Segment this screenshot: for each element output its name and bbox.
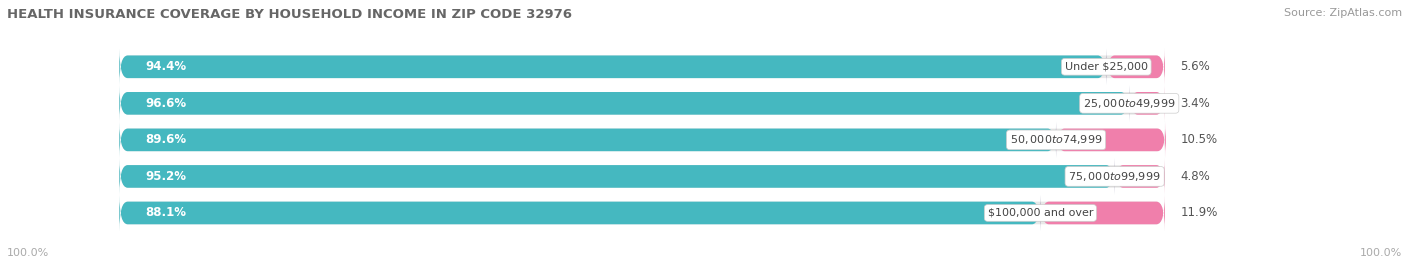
- FancyBboxPatch shape: [120, 49, 1107, 85]
- FancyBboxPatch shape: [1107, 49, 1164, 85]
- Text: $25,000 to $49,999: $25,000 to $49,999: [1083, 97, 1175, 110]
- FancyBboxPatch shape: [1040, 195, 1164, 231]
- FancyBboxPatch shape: [120, 86, 1129, 121]
- FancyBboxPatch shape: [120, 158, 1164, 194]
- FancyBboxPatch shape: [1056, 122, 1166, 158]
- Text: 100.0%: 100.0%: [1360, 248, 1402, 258]
- Text: 5.6%: 5.6%: [1181, 60, 1211, 73]
- Text: 88.1%: 88.1%: [145, 207, 187, 220]
- FancyBboxPatch shape: [1115, 158, 1164, 194]
- Text: Source: ZipAtlas.com: Source: ZipAtlas.com: [1284, 8, 1402, 18]
- FancyBboxPatch shape: [120, 86, 1164, 121]
- FancyBboxPatch shape: [120, 158, 1115, 194]
- Text: 4.8%: 4.8%: [1181, 170, 1211, 183]
- FancyBboxPatch shape: [120, 195, 1164, 231]
- Text: HEALTH INSURANCE COVERAGE BY HOUSEHOLD INCOME IN ZIP CODE 32976: HEALTH INSURANCE COVERAGE BY HOUSEHOLD I…: [7, 8, 572, 21]
- Text: $50,000 to $74,999: $50,000 to $74,999: [1010, 133, 1102, 146]
- FancyBboxPatch shape: [120, 122, 1164, 158]
- Text: $100,000 and over: $100,000 and over: [987, 208, 1092, 218]
- Text: 100.0%: 100.0%: [7, 248, 49, 258]
- Text: Under $25,000: Under $25,000: [1064, 62, 1147, 72]
- Text: 3.4%: 3.4%: [1181, 97, 1211, 110]
- Text: 10.5%: 10.5%: [1181, 133, 1218, 146]
- Text: $75,000 to $99,999: $75,000 to $99,999: [1069, 170, 1161, 183]
- FancyBboxPatch shape: [120, 195, 1040, 231]
- Text: 95.2%: 95.2%: [145, 170, 187, 183]
- Text: 89.6%: 89.6%: [145, 133, 187, 146]
- Text: 94.4%: 94.4%: [145, 60, 187, 73]
- FancyBboxPatch shape: [120, 49, 1164, 85]
- Text: 96.6%: 96.6%: [145, 97, 187, 110]
- FancyBboxPatch shape: [1129, 86, 1164, 121]
- Text: 11.9%: 11.9%: [1181, 207, 1218, 220]
- FancyBboxPatch shape: [120, 122, 1056, 158]
